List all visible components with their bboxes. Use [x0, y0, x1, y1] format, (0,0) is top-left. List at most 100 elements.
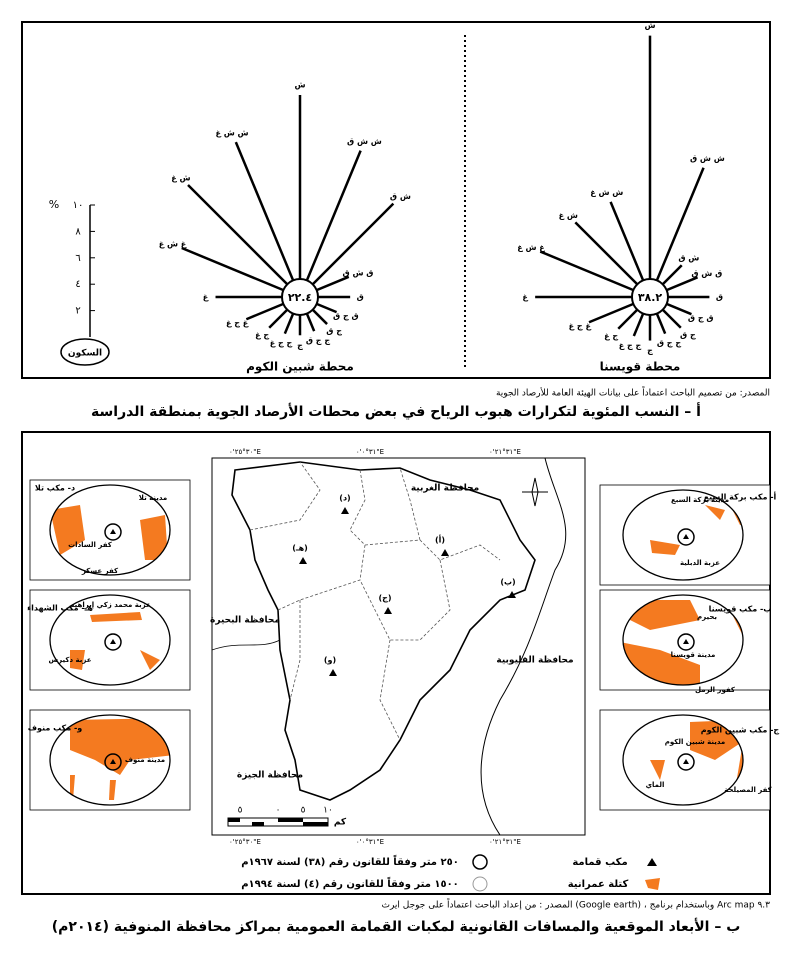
canal [211, 639, 281, 651]
rose-arm [648, 167, 705, 298]
buffer-1500 [49, 594, 171, 686]
urban-area [90, 612, 142, 622]
calm-circle [281, 278, 319, 316]
label: مدينة شبين الكوم [665, 738, 726, 746]
map-shapes [211, 457, 567, 836]
scale-tick-label: ٤ [75, 279, 80, 290]
scale-tick-label: ٨ [75, 226, 81, 237]
label: ش ش ق [690, 154, 725, 164]
label: ٣٠°٢٥'٠"E [229, 838, 261, 846]
label: محافظة القليوبية [496, 656, 573, 666]
label: ٥ [301, 806, 306, 816]
label: ٠ [276, 806, 281, 816]
dump-marker [683, 534, 689, 539]
label: ش ش غ [215, 128, 248, 138]
label: مدينة بركة السبع [671, 496, 729, 504]
label: (ج) [378, 594, 391, 603]
label: ج ج غ [270, 338, 293, 347]
dump-marker [329, 669, 337, 676]
label: غ ش غ [159, 240, 187, 250]
scale-unit: % [49, 198, 59, 211]
label: كتلة عمرانية [568, 879, 629, 890]
label: ق [357, 293, 364, 302]
district-lines [249, 461, 501, 741]
dump-marker [110, 759, 116, 764]
buffer-250 [677, 633, 695, 651]
label: ٣١°٠'٠"E [356, 838, 384, 846]
label: ٣١°٠'٠"E [356, 448, 384, 456]
label: ٥ [238, 806, 243, 816]
river [480, 457, 567, 836]
buffer-250 [104, 753, 122, 771]
caption-a: أ – النسب المئوية لتكرارات هبوب الرياح ف… [91, 402, 701, 420]
dump-marker [683, 639, 689, 644]
label: ج- مكب شبين الكوم [701, 726, 780, 735]
urban-area [140, 515, 168, 560]
label: ش غ [559, 211, 578, 221]
dump-marker [508, 591, 516, 598]
rose-arm [299, 202, 395, 298]
source-a: المصدر: من تصميم الباحث اعتماداً على بيا… [496, 386, 770, 399]
buffer-1500 [49, 484, 171, 576]
label: ش ش غ [590, 188, 623, 198]
inset-box [599, 484, 771, 586]
label: ق ش ق [343, 268, 374, 278]
scale-bar [252, 822, 264, 826]
label: ق ش ق [691, 269, 722, 279]
label: ش [294, 81, 305, 91]
label: ج غ [604, 331, 618, 340]
label: عزبة الدبلية [680, 559, 720, 567]
label: (و) [324, 656, 336, 665]
label: محافظة الجيزة [237, 771, 303, 781]
buffer-250 [677, 753, 695, 771]
source-b: المصدر : من إعداد الباحث اعتماداً على جو… [381, 898, 770, 911]
label: (هـ) [292, 544, 308, 553]
rose-arm [539, 250, 651, 299]
label: محطة شبين الكوم [246, 360, 354, 375]
label: غ [203, 293, 209, 302]
map-box [211, 457, 586, 836]
label: ج [297, 341, 303, 350]
dump-marker [110, 639, 116, 644]
label: محافظة الغربية [411, 484, 479, 494]
label: ٢٢.٤ [288, 291, 312, 304]
label: غ [522, 293, 528, 302]
label: ج ق [680, 330, 696, 339]
label: ٣٨.٢ [638, 291, 663, 304]
label: ق [716, 293, 723, 302]
label: هـ- مكب الشهداء [27, 604, 93, 613]
label: ج ج ق [657, 338, 681, 347]
label: (د) [339, 494, 350, 503]
north-arrow [522, 477, 548, 507]
label: ش [644, 21, 655, 31]
label: ق ج ق [333, 311, 359, 320]
legend-250 [472, 854, 488, 870]
label: ج [647, 346, 653, 355]
buffer-250 [677, 528, 695, 546]
label: غ ش غ [517, 243, 545, 253]
buffer-1500 [622, 714, 744, 806]
urban-area [109, 780, 116, 800]
dump-marker [341, 507, 349, 514]
label: كم [334, 818, 347, 828]
urban-area [70, 718, 170, 775]
buffer-1500 [49, 714, 171, 806]
label: ج ج ق [306, 336, 330, 345]
calm-circle [60, 338, 110, 366]
label: ٣٠°٢٥'٠"E [229, 448, 261, 456]
label: (ب) [500, 578, 515, 587]
legend-urban [645, 878, 660, 890]
rose-arm [181, 246, 301, 299]
label: مدينة تلا [139, 494, 168, 502]
label: محطة قويسنا [600, 360, 681, 375]
legend-1500 [472, 876, 488, 892]
label: ب- مكب قويسنا [709, 605, 772, 614]
label: ج ق [326, 327, 342, 336]
label: غ ج غ [569, 322, 592, 331]
urban-area [50, 505, 85, 555]
label: محافظة البحيرة [210, 616, 280, 626]
legend-dump [647, 858, 657, 866]
label: كفور الرمل [695, 686, 736, 694]
rose-arm [234, 141, 302, 298]
